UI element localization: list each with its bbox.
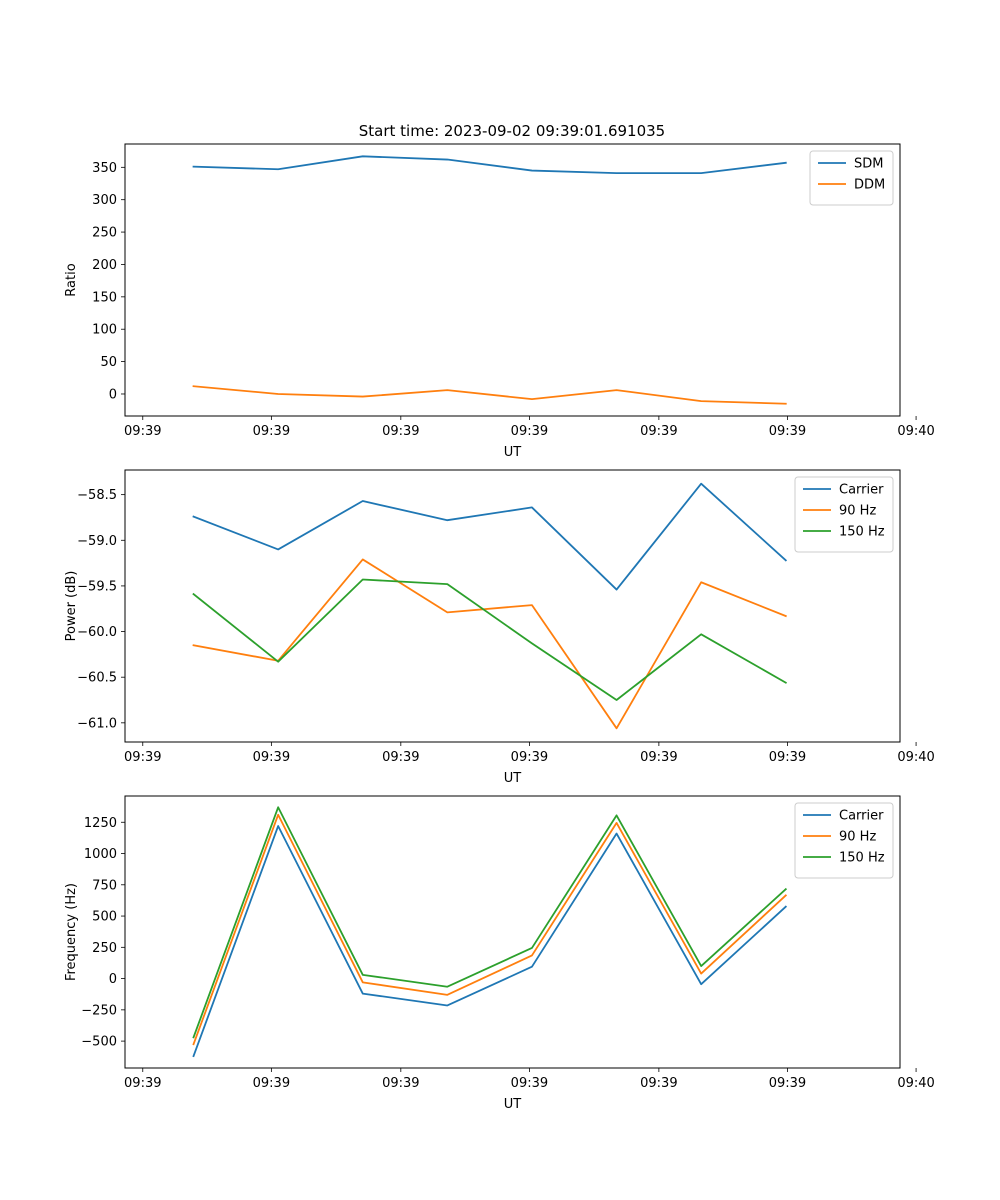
y-tick-label: −58.5	[77, 488, 117, 503]
figure-title: Start time: 2023-09-02 09:39:01.691035	[359, 122, 665, 140]
series-line-150-hz	[192, 806, 788, 1039]
legend-box	[794, 476, 894, 553]
y-tick-label: 750	[92, 878, 117, 893]
x-tick-label: 09:39	[124, 750, 161, 765]
x-tick-label: 09:39	[769, 424, 806, 439]
y-tick-label: 0	[109, 972, 117, 987]
legend-box	[794, 802, 894, 879]
x-tick-label: 09:40	[897, 750, 934, 765]
y-tick-label: 500	[92, 910, 117, 925]
y-tick-label: −61.0	[77, 716, 117, 731]
y-tick-label: 250	[92, 226, 117, 241]
x-tick-label: 09:40	[897, 424, 934, 439]
series-line-90-hz	[192, 558, 787, 730]
axes-frame	[124, 469, 901, 743]
x-axis-label: UT	[504, 1097, 522, 1112]
ratio-panel: 09:39 09:39 09:39 09:39 09:39 09:39 09:40 0 50 10…	[64, 143, 935, 460]
x-tick-label: 09:39	[253, 1076, 290, 1091]
y-tick-label: 100	[92, 323, 117, 338]
legend-box	[809, 150, 894, 206]
x-tick-label: 09:39	[124, 424, 161, 439]
x-tick-label: 09:39	[769, 750, 806, 765]
x-tick-label: 09:39	[382, 424, 419, 439]
x-tick-label: 09:39	[511, 1076, 548, 1091]
axes-frame	[124, 795, 901, 1069]
y-tick-label: 1000	[84, 847, 117, 862]
x-tick-label: 09:40	[897, 1076, 934, 1091]
x-tick-label: 09:39	[382, 1076, 419, 1091]
series-line-150-hz	[192, 578, 788, 701]
axes-frame	[124, 143, 901, 417]
y-tick-label: −500	[81, 1035, 117, 1050]
legend-entry: 150 Hz	[839, 525, 885, 540]
x-tick-label: 09:39	[511, 750, 548, 765]
y-axis-label: Power (dB)	[64, 571, 79, 642]
legend-entry: 150 Hz	[839, 851, 885, 866]
y-tick-label: 200	[92, 258, 117, 273]
legend: SDM DDM	[809, 150, 894, 206]
x-tick-label: 09:39	[640, 750, 677, 765]
y-tick-label: 0	[109, 387, 117, 402]
y-tick-label: 1250	[84, 816, 117, 831]
x-axis-label: UT	[504, 445, 522, 460]
series-line-carrier	[192, 825, 788, 1058]
legend: Carrier 90 Hz 150 Hz	[794, 802, 894, 879]
y-tick-label: 350	[92, 161, 117, 176]
legend: Carrier 90 Hz 150 Hz	[794, 476, 894, 553]
y-tick-label: −60.0	[77, 625, 117, 640]
legend-entry: 90 Hz	[839, 830, 876, 845]
legend-entry: SDM	[854, 157, 883, 172]
y-axis-label: Ratio	[64, 263, 79, 296]
x-tick-label: 09:39	[124, 1076, 161, 1091]
y-tick-label: −59.5	[77, 579, 117, 594]
x-axis-label: UT	[504, 771, 522, 786]
x-tick-label: 09:39	[640, 1076, 677, 1091]
legend-entry: 90 Hz	[839, 504, 876, 519]
x-tick-label: 09:39	[640, 424, 677, 439]
y-tick-label: 300	[92, 193, 117, 208]
x-tick-label: 09:39	[382, 750, 419, 765]
series-line-90-hz	[192, 813, 788, 1046]
series-line-sdm	[192, 155, 787, 175]
x-tick-label: 09:39	[253, 424, 290, 439]
y-tick-label: 150	[92, 290, 117, 305]
frequency-panel: 09:39 09:39 09:39 09:39 09:39 09:39 09:40 −500 −…	[64, 795, 935, 1112]
series-line-ddm	[192, 385, 787, 405]
y-axis-label: Frequency (Hz)	[64, 883, 79, 981]
y-tick-label: 50	[100, 355, 117, 370]
legend-entry: DDM	[854, 178, 885, 193]
x-tick-label: 09:39	[253, 750, 290, 765]
x-tick-label: 09:39	[511, 424, 548, 439]
legend-entry: Carrier	[839, 483, 884, 498]
y-tick-label: −250	[81, 1003, 117, 1018]
legend-entry: Carrier	[839, 809, 884, 824]
power-panel: 09:39 09:39 09:39 09:39 09:39 09:39 09:40 −61.0…	[64, 469, 935, 786]
y-tick-label: −59.0	[77, 534, 117, 549]
series-line-carrier	[192, 482, 788, 591]
y-tick-label: 250	[92, 941, 117, 956]
y-tick-label: −60.5	[77, 671, 117, 686]
x-tick-label: 09:39	[769, 1076, 806, 1091]
